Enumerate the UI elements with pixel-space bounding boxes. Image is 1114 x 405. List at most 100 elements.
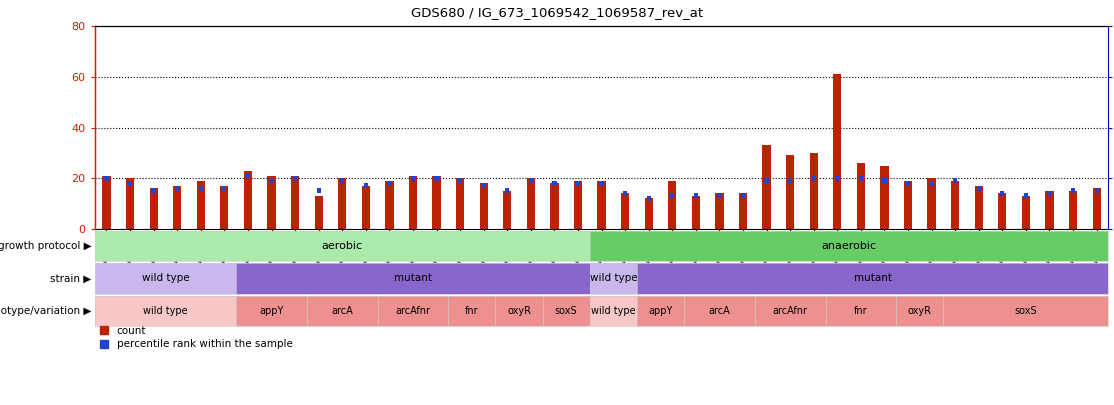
Bar [951,181,959,229]
Bar [810,153,818,229]
Bar [668,181,676,229]
Bar [244,171,252,229]
Text: appY: appY [648,306,673,316]
Bar [340,178,344,183]
Bar [906,181,910,186]
Bar [339,178,346,229]
Bar [599,181,604,186]
Bar [314,196,323,229]
Bar [456,178,465,229]
Bar [762,145,771,229]
Bar [385,181,393,229]
Bar [1000,191,1005,196]
Bar [553,181,557,186]
Text: fnr: fnr [465,306,479,316]
Text: mutant: mutant [853,273,891,283]
Bar [1069,191,1077,229]
Text: appY: appY [260,306,284,316]
Bar [1024,194,1028,198]
Bar [291,176,300,229]
Bar [692,196,700,229]
Bar [671,194,674,198]
Bar [859,176,863,181]
Text: wild type: wild type [141,273,189,283]
Text: GDS680 / IG_673_1069542_1069587_rev_at: GDS680 / IG_673_1069542_1069587_rev_at [411,6,703,19]
Bar [1071,188,1075,194]
Bar [411,176,416,181]
Bar [1047,191,1052,196]
Bar [173,186,182,229]
Bar [434,176,439,181]
Bar [316,188,321,194]
Bar [504,191,511,229]
Bar [694,194,698,198]
Text: wild type: wild type [592,306,636,316]
Bar [833,75,841,229]
Bar [409,176,417,229]
Bar [293,176,297,181]
Text: arcAfnr: arcAfnr [395,306,430,316]
Bar [741,194,745,198]
Text: anaerobic: anaerobic [821,241,877,251]
Bar [764,178,769,183]
Bar [388,181,391,186]
Bar [954,178,957,183]
Bar [975,186,983,229]
Bar [646,196,651,201]
Bar [267,176,275,229]
Bar [479,183,488,229]
Bar [198,186,203,191]
Bar [126,178,134,229]
Bar [903,181,912,229]
Bar [880,166,889,229]
Bar [222,186,226,191]
Bar [977,186,981,191]
Legend: count, percentile rank within the sample: count, percentile rank within the sample [100,326,293,349]
Bar [175,186,179,191]
Bar [857,163,864,229]
Text: genotype/variation ▶: genotype/variation ▶ [0,306,91,316]
Bar [458,178,462,183]
Bar [505,188,509,194]
Bar [481,183,486,188]
Text: soxS: soxS [555,306,577,316]
Bar [529,178,532,183]
Bar [102,176,110,229]
Bar [929,181,934,186]
Text: growth protocol ▶: growth protocol ▶ [0,241,91,251]
Text: arcAfnr: arcAfnr [773,306,808,316]
Bar [812,176,815,181]
Bar [363,183,368,188]
Bar [1045,191,1054,229]
Bar [788,178,792,183]
Bar [152,188,156,194]
Bar [715,194,724,229]
Text: strain ▶: strain ▶ [50,273,91,283]
Bar [620,194,629,229]
Text: wild type: wild type [143,306,188,316]
Bar [149,188,158,229]
Text: mutant: mutant [394,273,432,283]
Text: arcA: arcA [331,306,353,316]
Bar [197,181,205,229]
Text: arcA: arcA [709,306,731,316]
Bar [246,173,250,178]
Bar [270,178,274,183]
Bar [717,194,722,198]
Text: oxyR: oxyR [908,306,931,316]
Bar [597,181,606,229]
Bar [645,198,653,229]
Bar [576,181,580,186]
Bar [1093,188,1101,229]
Bar [882,178,887,183]
Bar [574,181,583,229]
Text: fnr: fnr [854,306,868,316]
Bar [786,156,794,229]
Bar [739,194,747,229]
Bar [998,194,1006,229]
Bar [550,183,558,229]
Bar [1095,188,1098,194]
Bar [623,191,627,196]
Bar [221,186,228,229]
Text: wild type: wild type [589,273,637,283]
